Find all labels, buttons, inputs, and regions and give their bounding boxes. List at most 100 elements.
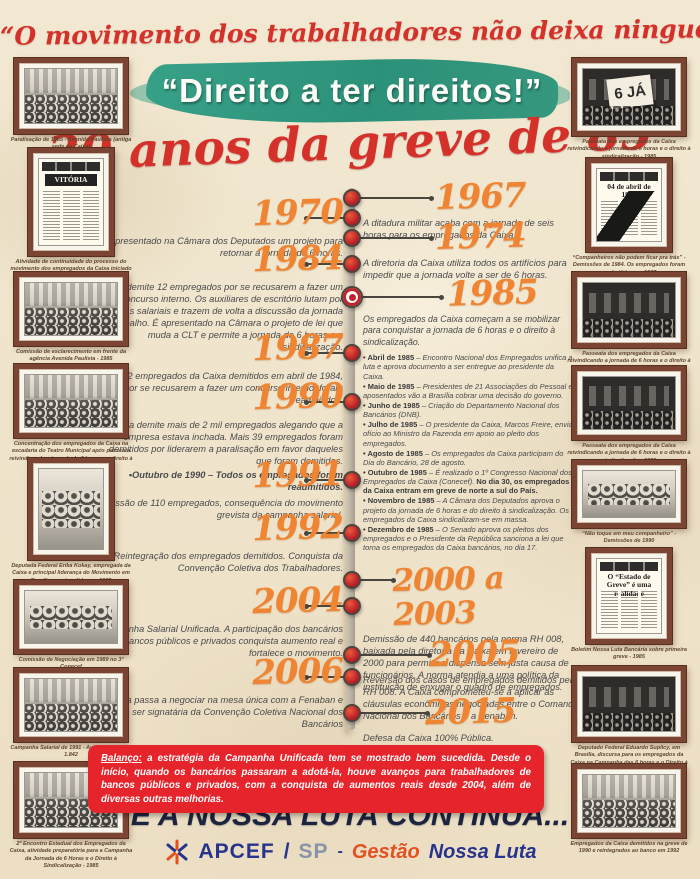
newspaper-masthead [600, 562, 658, 571]
timeline-node-1990 [343, 393, 361, 411]
photo-frame-right-2: 04 de abril de 1984 [586, 158, 672, 252]
month-text: – O presidente da Caixa, Marcos Freire, … [363, 420, 573, 448]
summary-text: a estratégia da Campanha Unificada tem s… [101, 753, 531, 805]
protest-banner: 6 JÁ [606, 74, 654, 110]
photo-caption: Passeata dos empregados da Caixa reivind… [567, 139, 691, 160]
photo-frame-left-2: VITÓRIA [28, 148, 114, 256]
timeline-connector-dot-2005 [427, 652, 432, 658]
photo-caption: Paralisação de 1985 - Avenida Paulista (… [10, 137, 132, 150]
photo-placeholder-crowd [24, 282, 118, 336]
timeline-note-1990: •Outubro de 1990 – Todos os empregados f… [128, 470, 343, 493]
newspaper-headline: VITÓRIA [45, 174, 97, 187]
timeline-year-1990: 1990 [251, 375, 344, 419]
month-lead: Dezembro de 1985 [363, 525, 434, 534]
timeline-entry-1985: 1985 Os empregados da Caixa começam a se … [363, 272, 575, 553]
month-lead: Novembro de 1985 [363, 496, 434, 505]
photo-placeholder-night: 6 JÁ [582, 68, 676, 126]
timeline-text-1984: Caixa demite 12 empregados por se recusa… [93, 282, 343, 353]
timeline-connector-dot-2015 [425, 710, 430, 716]
photo-caption: Comissão de Negociação em 1989 no 3º Con… [18, 657, 124, 670]
timeline-year-2000-a-2003: 2000 a 2003 [392, 560, 505, 634]
timeline-entry-2000-a-2003: 2000 a 2003 Demissão de 440 bancários pel… [363, 560, 579, 693]
timeline-year-1970: 1970 [251, 191, 344, 235]
photo-frame-left-4 [14, 364, 128, 438]
timeline-text-2015: Defesa da Caixa 100% Pública. [363, 733, 494, 743]
mourning-sash [597, 191, 661, 241]
month-lead: Outubro de 1985 [363, 468, 427, 477]
timeline-text-1990: Caixa demite mais de 2 mil empregados al… [108, 420, 343, 467]
timeline-connector-1991 [308, 479, 346, 481]
timeline-node-2005 [343, 646, 361, 664]
month-text: – É realizado o 1º Congresso Nacional do… [363, 467, 572, 487]
photo-caption: Campanha Salarial de 1991 - Avenida Paul… [10, 745, 132, 759]
timeline-connector-1990 [308, 401, 346, 403]
timeline-connector-dot-2004 [304, 603, 309, 609]
timeline-text-1974: A diretoria da Caixa utiliza todos os ar… [363, 258, 567, 281]
timeline-text-2005: Reversão dos casos de empregados demitid… [363, 675, 579, 722]
timeline-connector-dot-2006 [304, 674, 309, 680]
photo-placeholder-group [38, 468, 104, 550]
timeline-text-2006: A Caixa passa a negociar na mesa única c… [99, 695, 343, 730]
timeline-month-item: Dezembro de 1985 – O Senado aprova os pl… [363, 525, 575, 552]
month-lead: Maio de 1985 [363, 382, 414, 391]
timeline-connector-dot-1970 [304, 215, 309, 221]
timeline-node-1992 [343, 524, 361, 542]
timeline-entry-1990: 1990 Caixa demite mais de 2 mil empregado… [93, 375, 344, 493]
timeline-node-highlight-1985 [341, 286, 363, 308]
timeline-text-1985: Os empregados da Caixa começam a se mobi… [363, 314, 561, 347]
photo-frame-left-7 [14, 668, 128, 742]
timeline-year-2015: 2015 [424, 690, 517, 734]
timeline-connector-dot-2000-a-2003 [391, 577, 396, 583]
timeline-entry-2015: 2015 Defesa da Caixa 100% Pública. [363, 690, 579, 744]
timeline-year-2004: 2004 [251, 579, 344, 623]
timeline-entry-1991: 1991 Demissão de 110 empregados, consequê… [93, 454, 344, 521]
newspaper-columns [43, 191, 99, 241]
timeline-entry-1970: 1970 É apresentado na Câmara dos Deputado… [93, 191, 344, 259]
logo-separator: - [337, 843, 343, 860]
summary-box: Balanço: a estratégia da Campanha Unific… [88, 745, 544, 814]
timeline-connector-1987 [308, 352, 346, 354]
photo-frame-right-6: O “Estado de Greve” é uma realidade [586, 548, 672, 644]
photo-placeholder-night [582, 676, 676, 732]
photo-caption: Empregados da Caixa demitidos na greve d… [570, 841, 688, 855]
timeline-connector-1970 [308, 217, 346, 219]
month-text: – A Câmara dos Deputados aprova o projet… [363, 496, 569, 524]
banner-brushstroke: “Direito a ter direitos!” [129, 55, 571, 127]
newspaper-masthead [42, 162, 100, 171]
month-text: – Encontro Nacional dos Empregados unifi… [363, 353, 573, 381]
month-text: – Os empregados da Caixa participam do D… [363, 448, 564, 467]
newspaper-masthead [600, 172, 658, 181]
timeline-node-1987 [343, 344, 361, 362]
timeline-connector-1967 [357, 197, 431, 199]
photo-placeholder-night [582, 282, 676, 338]
summary-lead: Balanço: [101, 753, 142, 764]
photo-placeholder-news: 04 de abril de 1984 [596, 168, 662, 242]
timeline-entry-1987: 1987Os 12 empregados da Caixa demitidos … [93, 327, 344, 406]
month-lead: Abril de 1985 [363, 353, 414, 362]
timeline-text-1991: Demissão de 110 empregados, consequência… [93, 498, 343, 521]
timeline-connector-2004 [308, 605, 346, 607]
timeline-month-item: Maio de 1985 – Presidentes de 21 Associa… [363, 382, 575, 400]
month-lead: Julho de 1985 [363, 420, 417, 429]
timeline-connector-2006 [308, 676, 346, 678]
timeline-month-item: Junho de 1985 – Criação do Departamento … [363, 401, 575, 419]
timeline-year-1992: 1992 [251, 506, 344, 550]
timeline-entry-1992: 1992 Reintegração dos empregados demitido… [93, 506, 344, 574]
timeline-month-item: Outubro de 1985 – É realizado o 1º Congr… [363, 468, 575, 495]
photo-placeholder-crowd [24, 68, 118, 124]
photo-caption: “Não toque em meu companheiro” - Demissõ… [581, 531, 677, 545]
photo-caption: Boletim Nossa Luta Bancária sobre primei… [571, 647, 687, 661]
timeline-connector-2005 [357, 654, 429, 656]
photo-frame-left-3 [14, 272, 128, 346]
timeline-node-1974 [343, 229, 361, 247]
timeline-connector-dot-1987 [304, 350, 309, 356]
timeline-connector-1992 [308, 532, 346, 534]
month-text: – Presidentes de 21 Associações do Pesso… [363, 381, 573, 400]
timeline-node-2000-a-2003 [343, 571, 361, 589]
timeline-spine [348, 188, 355, 730]
timeline-entry-1967: 1967 A ditadura militar acaba com a jorna… [363, 176, 579, 241]
photo-frame-right-8 [572, 764, 686, 838]
timeline-month-item: Agosto de 1985 – Os empregados da Caixa … [363, 449, 575, 467]
timeline-text-2004: Campanha Salarial Unificada. A participa… [98, 624, 343, 659]
